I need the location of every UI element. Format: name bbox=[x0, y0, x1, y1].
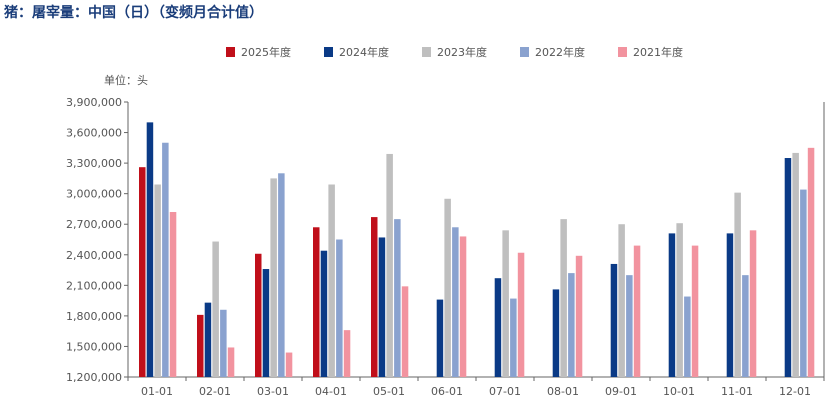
bar bbox=[568, 273, 575, 377]
bar bbox=[552, 289, 560, 377]
bar bbox=[197, 314, 204, 377]
y-tick-label: 2,400,000 bbox=[66, 249, 122, 262]
bar bbox=[807, 147, 815, 377]
y-tick-label: 3,600,000 bbox=[66, 127, 122, 140]
legend: 2025年度 2024年度 2023年度 2022年度 2021年度 bbox=[226, 45, 683, 59]
bar bbox=[800, 189, 807, 377]
bar bbox=[633, 245, 641, 377]
legend-item[interactable]: 2022年度 bbox=[520, 45, 585, 59]
legend-swatch bbox=[618, 47, 627, 57]
bar bbox=[162, 142, 169, 377]
bar bbox=[212, 241, 219, 377]
x-tick-label: 08-01 bbox=[547, 385, 579, 398]
x-tick-label: 01-01 bbox=[141, 385, 173, 398]
bar bbox=[618, 224, 625, 377]
x-tick-label: 02-01 bbox=[199, 385, 231, 398]
y-tick-label: 1,800,000 bbox=[66, 310, 122, 323]
bar bbox=[749, 230, 757, 377]
bar bbox=[371, 217, 378, 377]
bar bbox=[734, 192, 741, 377]
y-tick-label: 3,300,000 bbox=[66, 157, 122, 170]
y-tick-label: 3,900,000 bbox=[66, 96, 122, 109]
legend-label: 2025年度 bbox=[241, 45, 291, 59]
bar bbox=[169, 212, 177, 377]
legend-swatch bbox=[324, 47, 333, 57]
bars bbox=[139, 122, 815, 378]
x-tick-label: 10-01 bbox=[663, 385, 695, 398]
y-tick-label: 2,700,000 bbox=[66, 218, 122, 231]
bar bbox=[227, 347, 235, 377]
bar bbox=[262, 269, 270, 377]
x-tick-label: 06-01 bbox=[431, 385, 463, 398]
x-tick-label: 03-01 bbox=[257, 385, 289, 398]
bar bbox=[278, 173, 285, 377]
y-axis: 1,200,000 1,500,000 1,800,000 2,100,000 2,40… bbox=[66, 96, 129, 384]
bar bbox=[792, 152, 799, 377]
bar bbox=[328, 184, 335, 377]
bar bbox=[320, 250, 328, 377]
bar bbox=[343, 330, 351, 377]
bar bbox=[684, 296, 691, 377]
y-tick-label: 2,100,000 bbox=[66, 279, 122, 292]
bar bbox=[313, 227, 320, 377]
y-tick-label: 1,200,000 bbox=[66, 371, 122, 384]
x-axis: 01-01 02-01 03-01 04-01 05-01 06-01 07-01 08-01… bbox=[127, 102, 825, 398]
bar bbox=[517, 252, 525, 377]
bar bbox=[742, 275, 749, 377]
bar bbox=[610, 263, 618, 377]
x-tick-label: 04-01 bbox=[315, 385, 347, 398]
bar bbox=[444, 198, 451, 377]
bar bbox=[626, 275, 633, 377]
legend-item[interactable]: 2024年度 bbox=[324, 45, 389, 59]
y-tick-label: 1,500,000 bbox=[66, 340, 122, 353]
bar bbox=[255, 253, 262, 377]
bar bbox=[204, 302, 212, 377]
x-tick-label: 07-01 bbox=[489, 385, 521, 398]
x-tick-label: 05-01 bbox=[373, 385, 405, 398]
bar bbox=[386, 153, 393, 377]
legend-item[interactable]: 2025年度 bbox=[226, 45, 291, 59]
legend-label: 2023年度 bbox=[437, 45, 487, 59]
legend-label: 2021年度 bbox=[633, 45, 683, 59]
bar bbox=[494, 278, 502, 377]
bar bbox=[510, 298, 517, 377]
legend-item[interactable]: 2023年度 bbox=[422, 45, 487, 59]
bar bbox=[270, 178, 277, 377]
unit-label: 单位：头 bbox=[104, 73, 148, 87]
bar bbox=[220, 309, 227, 377]
legend-swatch bbox=[520, 47, 529, 57]
bar bbox=[154, 184, 161, 377]
x-tick-label: 09-01 bbox=[605, 385, 637, 398]
chart-title: 猪：屠宰量：中国（日）（变频月合计值） bbox=[4, 5, 263, 21]
x-tick-label: 12-01 bbox=[779, 385, 811, 398]
bar bbox=[378, 237, 386, 377]
legend-label: 2024年度 bbox=[339, 45, 389, 59]
legend-label: 2022年度 bbox=[535, 45, 585, 59]
legend-swatch bbox=[422, 47, 431, 57]
bar bbox=[502, 230, 509, 377]
bar bbox=[139, 167, 146, 377]
bar bbox=[285, 352, 293, 377]
bar bbox=[336, 239, 343, 377]
bar bbox=[401, 286, 409, 377]
legend-swatch bbox=[226, 47, 235, 57]
bar bbox=[436, 299, 444, 377]
bar bbox=[146, 122, 154, 378]
bar bbox=[459, 236, 467, 377]
bar bbox=[726, 233, 734, 377]
bar bbox=[668, 233, 676, 377]
bar bbox=[691, 245, 699, 377]
bar bbox=[575, 255, 583, 377]
x-tick-label: 11-01 bbox=[721, 385, 753, 398]
y-tick-label: 3,000,000 bbox=[66, 188, 122, 201]
bar bbox=[560, 219, 567, 377]
legend-item[interactable]: 2021年度 bbox=[618, 45, 683, 59]
bar bbox=[394, 219, 401, 377]
bar bbox=[784, 158, 792, 377]
bar bbox=[452, 227, 459, 377]
bar bbox=[676, 223, 683, 377]
